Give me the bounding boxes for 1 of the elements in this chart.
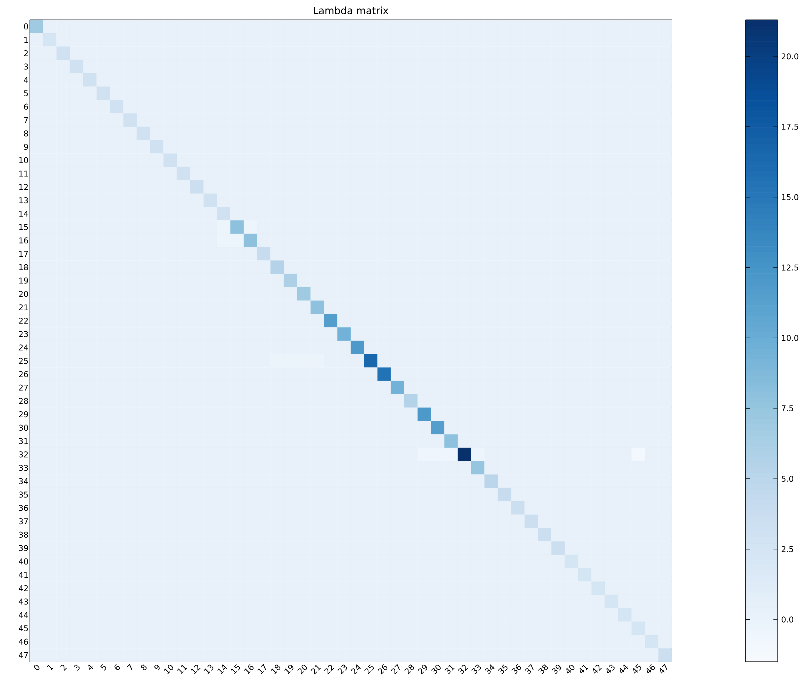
- chart-title: Lambda matrix: [314, 6, 389, 15]
